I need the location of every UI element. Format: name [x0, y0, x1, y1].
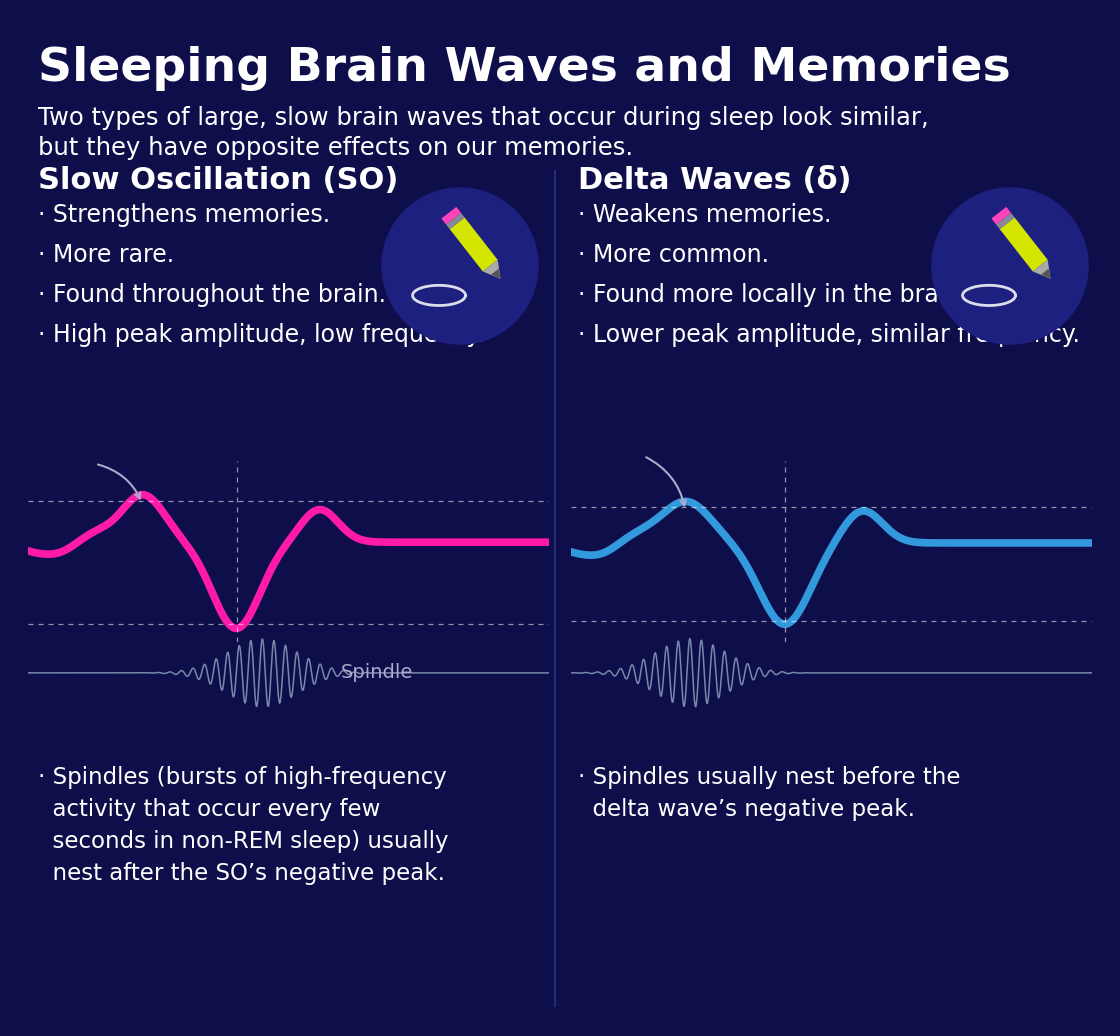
Ellipse shape: [381, 188, 539, 345]
Polygon shape: [483, 260, 501, 279]
Text: · Lower peak amplitude, similar frequency.: · Lower peak amplitude, similar frequenc…: [578, 323, 1080, 347]
Polygon shape: [441, 207, 461, 225]
Text: · Spindles (bursts of high-frequency: · Spindles (bursts of high-frequency: [38, 766, 447, 789]
Text: · More common.: · More common.: [578, 243, 769, 267]
Text: nest after the SO’s negative peak.: nest after the SO’s negative peak.: [38, 862, 445, 885]
Polygon shape: [450, 218, 497, 271]
Ellipse shape: [931, 188, 1089, 345]
Text: · Strengthens memories.: · Strengthens memories.: [38, 203, 330, 227]
Polygon shape: [1042, 268, 1051, 279]
Text: · More rare.: · More rare.: [38, 243, 174, 267]
Text: seconds in non-REM sleep) usually: seconds in non-REM sleep) usually: [38, 830, 448, 853]
Text: · Weakens memories.: · Weakens memories.: [578, 203, 831, 227]
Polygon shape: [492, 268, 501, 279]
Polygon shape: [446, 212, 465, 229]
Polygon shape: [996, 212, 1015, 229]
Text: delta wave’s negative peak.: delta wave’s negative peak.: [578, 798, 915, 821]
Text: activity that occur every few: activity that occur every few: [38, 798, 381, 821]
Polygon shape: [1000, 218, 1047, 271]
Text: · Spindles usually nest before the: · Spindles usually nest before the: [578, 766, 961, 789]
Text: Spindle: Spindle: [340, 663, 413, 683]
Text: Sleeping Brain Waves and Memories: Sleeping Brain Waves and Memories: [38, 46, 1010, 91]
Text: · Found throughout the brain.: · Found throughout the brain.: [38, 283, 386, 307]
Polygon shape: [1033, 260, 1051, 279]
Text: · Found more locally in the brain.: · Found more locally in the brain.: [578, 283, 968, 307]
Text: · High peak amplitude, low frequency.: · High peak amplitude, low frequency.: [38, 323, 484, 347]
Text: but they have opposite effects on our memories.: but they have opposite effects on our me…: [38, 136, 633, 160]
Text: Slow Oscillation (SO): Slow Oscillation (SO): [38, 166, 399, 195]
Text: Two types of large, slow brain waves that occur during sleep look similar,: Two types of large, slow brain waves tha…: [38, 106, 928, 130]
Polygon shape: [991, 207, 1011, 225]
Text: Delta Waves (δ): Delta Waves (δ): [578, 166, 851, 195]
